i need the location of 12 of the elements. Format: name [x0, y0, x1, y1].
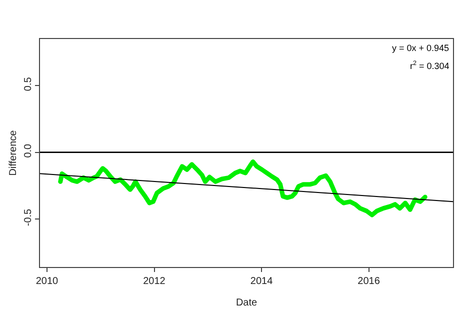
annotation: r$^{2}$ = 0.304: [410, 60, 450, 71]
x-tick-label: 2016: [358, 276, 380, 287]
line-series: [58, 159, 428, 218]
y-axis-title: Difference: [8, 130, 19, 176]
y-tick-label: 0.5: [23, 76, 34, 92]
annotation: y = 0x + 0.945: [392, 43, 450, 53]
y-tick-label: 0.0: [23, 143, 34, 158]
x-axis-title: Date: [236, 298, 258, 308]
x-tick-label: 2014: [250, 276, 274, 287]
x-tick-label: 2010: [36, 276, 59, 287]
y-tick-label: -0.5: [23, 208, 34, 226]
x-tick-label: 2012: [143, 276, 166, 287]
